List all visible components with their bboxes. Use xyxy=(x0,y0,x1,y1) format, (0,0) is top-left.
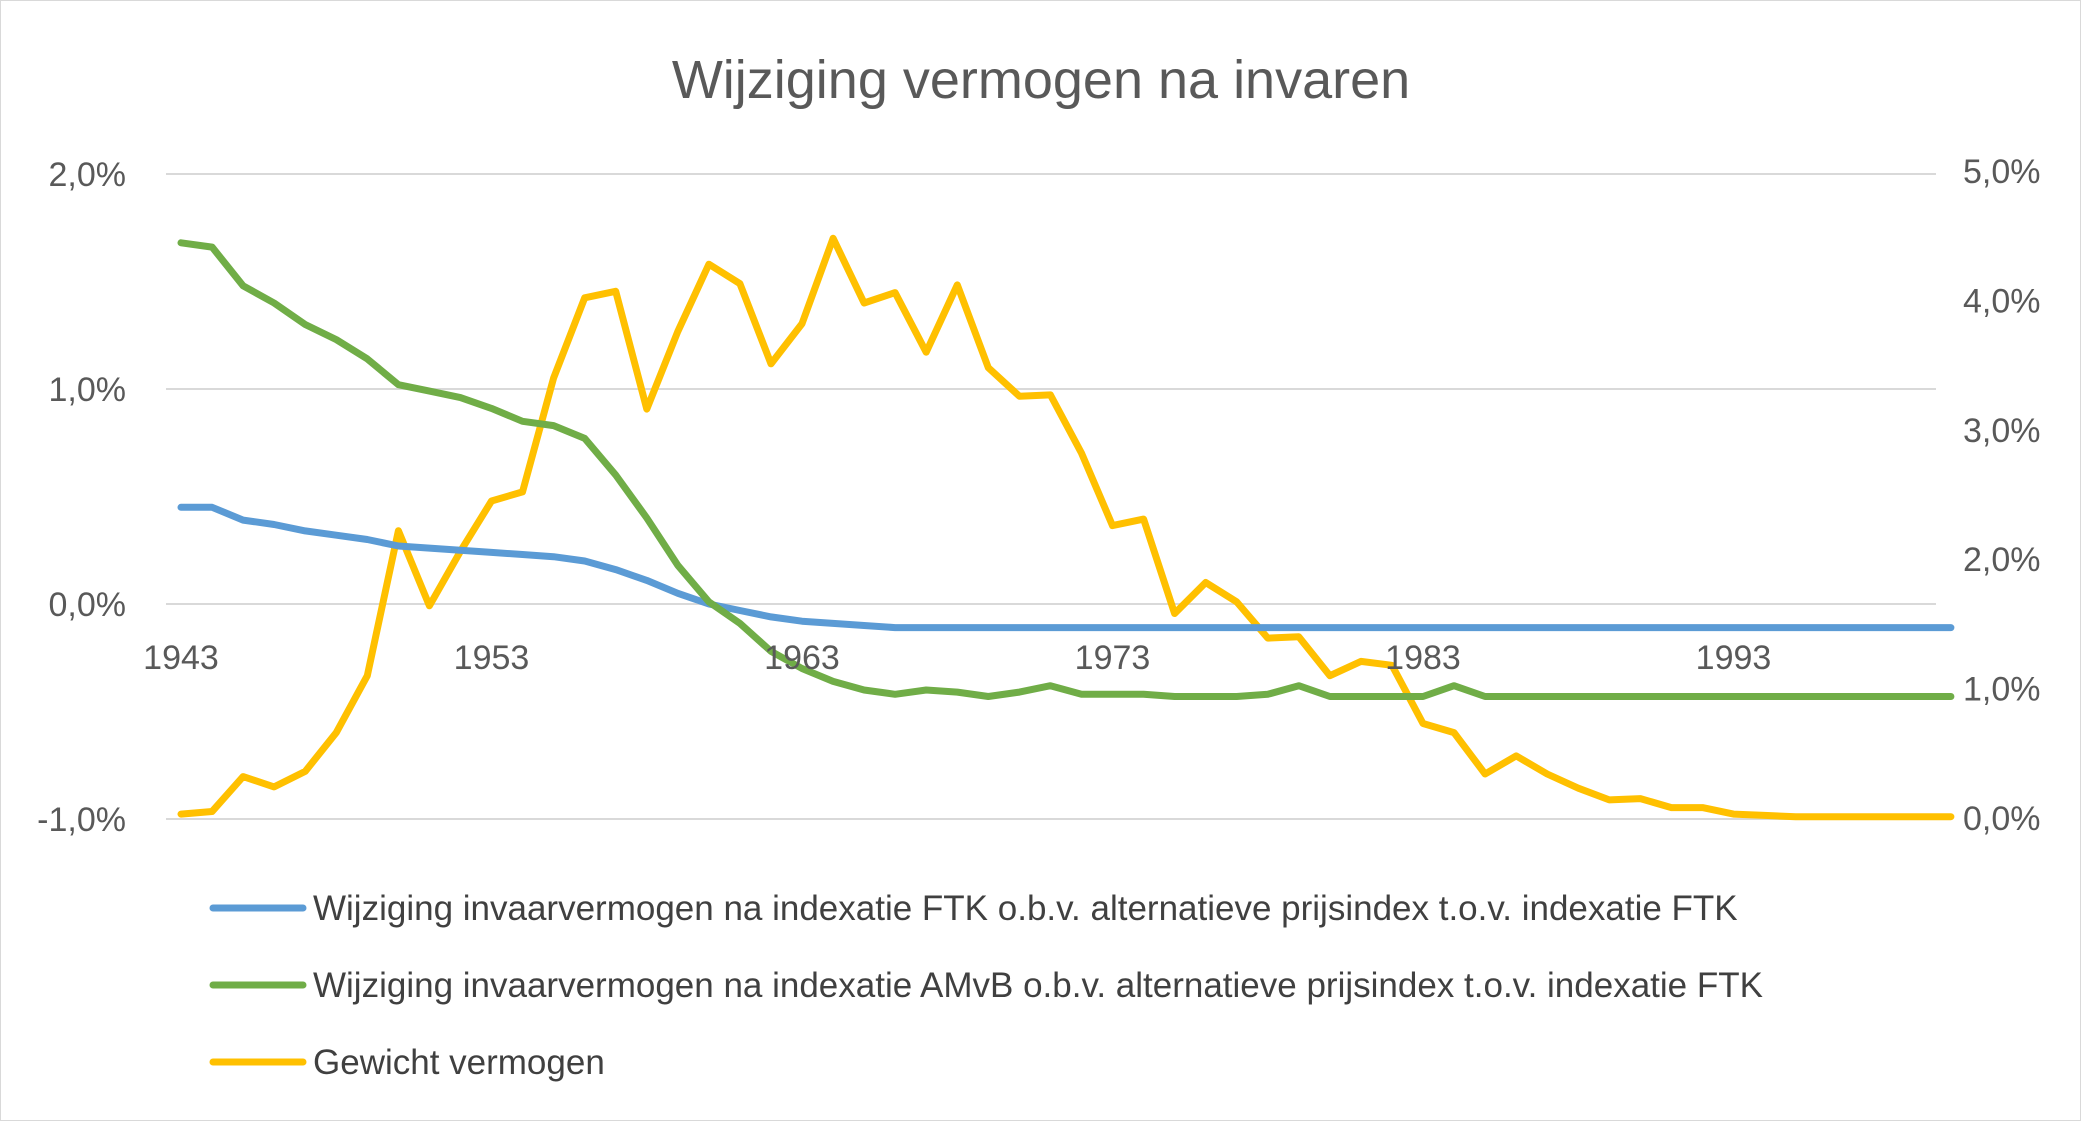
right-axis-ticks: 0,0% 1,0% 2,0% 3,0% 4,0% 5,0% xyxy=(1963,153,2041,838)
right-tick-label: 4,0% xyxy=(1963,282,2041,320)
x-tick-label: 1963 xyxy=(764,639,840,677)
series-line xyxy=(177,503,1955,632)
legend-label: Wijziging invaarvermogen na indexatie FT… xyxy=(313,889,1738,928)
x-tick-label: 1953 xyxy=(454,639,530,677)
gridlines xyxy=(166,173,1936,820)
left-tick-label: -1,0% xyxy=(37,801,126,839)
right-tick-label: 0,0% xyxy=(1963,800,2041,838)
right-tick-label: 3,0% xyxy=(1963,412,2041,450)
x-tick-label: 1943 xyxy=(143,639,219,677)
left-tick-label: 2,0% xyxy=(49,156,127,194)
x-tick-label: 1983 xyxy=(1385,639,1461,677)
right-tick-label: 1,0% xyxy=(1963,671,2041,709)
left-tick-label: 0,0% xyxy=(49,586,127,624)
x-tick-label: 1973 xyxy=(1075,639,1151,677)
series-lines xyxy=(177,234,1955,821)
left-axis-ticks: -1,0% 0,0% 1,0% 2,0% xyxy=(37,156,126,839)
legend: Wijziging invaarvermogen na indexatie FT… xyxy=(209,889,1763,1082)
legend-label: Wijziging invaarvermogen na indexatie AM… xyxy=(313,966,1763,1005)
x-axis-ticks: 1943 1953 1963 1973 1983 1993 xyxy=(143,639,1771,677)
right-tick-label: 5,0% xyxy=(1963,153,2041,191)
x-tick-label: 1993 xyxy=(1696,639,1772,677)
left-tick-label: 1,0% xyxy=(49,371,127,409)
legend-label: Gewicht vermogen xyxy=(313,1043,605,1082)
series-line xyxy=(177,234,1955,821)
chart-title: Wijziging vermogen na invaren xyxy=(672,50,1410,110)
series-line xyxy=(177,239,1955,700)
right-tick-label: 2,0% xyxy=(1963,541,2041,579)
